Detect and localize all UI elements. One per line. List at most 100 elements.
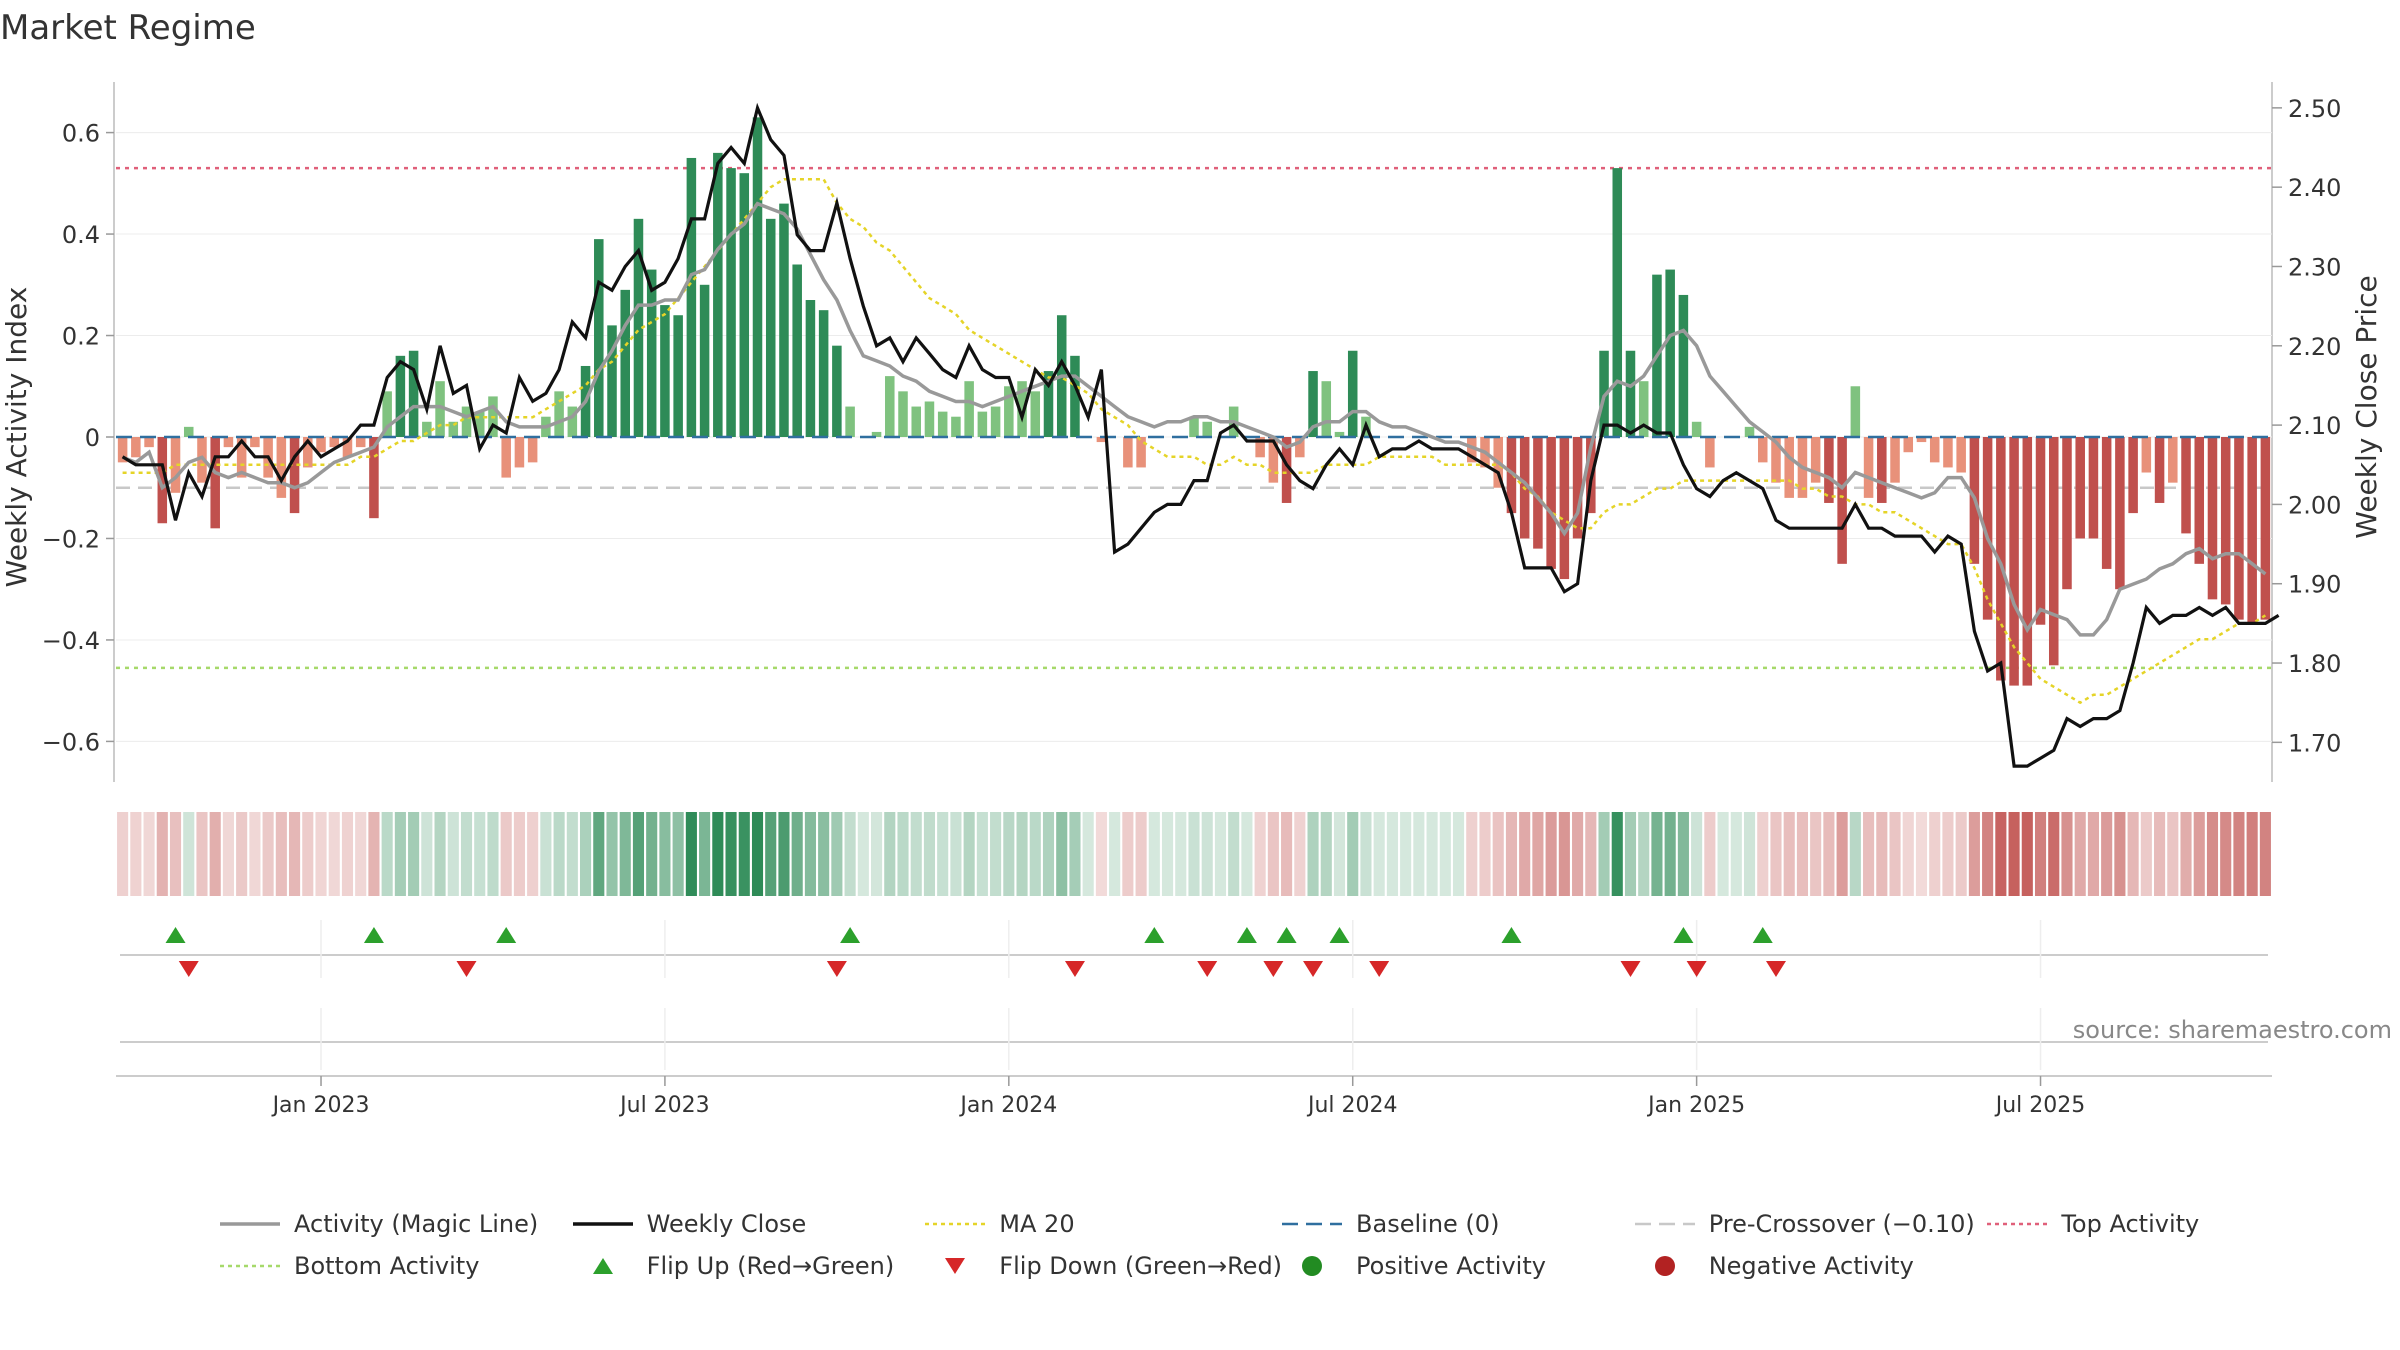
regime-cell: [1452, 812, 1465, 896]
activity-bar: [832, 345, 842, 437]
regime-cell: [1757, 812, 1769, 896]
activity-bar: [1744, 426, 1755, 437]
activity-bar: [1810, 437, 1821, 483]
flip-down-marker: [1369, 961, 1390, 977]
activity-bar: [170, 437, 181, 493]
legend-line-icon: [220, 1254, 280, 1278]
legend-label: Flip Up (Red→Green): [646, 1252, 895, 1280]
x-tick-label: Jul 2023: [618, 1093, 710, 1118]
legend-item: MA 20: [925, 1210, 1282, 1238]
regime-cell: [527, 812, 539, 896]
flip-down-marker: [1765, 961, 1786, 977]
x-tick-label: Jul 2024: [1306, 1093, 1398, 1118]
regime-cell: [619, 812, 631, 896]
regime-cell: [1783, 812, 1795, 896]
regime-cell: [1492, 812, 1504, 896]
legend-label: Top Activity: [2061, 1210, 2200, 1238]
regime-cell: [487, 812, 499, 896]
regime-cell: [1201, 812, 1213, 896]
x-tick-label: Jul 2025: [1994, 1093, 2086, 1118]
regime-cell: [1968, 812, 1980, 896]
activity-bar: [1665, 269, 1675, 437]
flip-up-marker: [840, 927, 861, 943]
legend-item: Pre-Crossover (−0.10): [1634, 1210, 1988, 1238]
regime-cell: [1413, 812, 1425, 896]
activity-bar: [594, 239, 604, 437]
activity-bar: [1916, 437, 1927, 443]
right-tick-label: 2.10: [2288, 412, 2341, 440]
regime-cell: [1214, 812, 1227, 896]
regime-cell: [2167, 812, 2179, 896]
regime-cell: [1267, 812, 1279, 896]
regime-cell: [1056, 812, 1068, 896]
regime-cell: [553, 812, 565, 896]
regime-cell: [1823, 812, 1835, 896]
regime-cell: [1135, 812, 1147, 896]
left-tick-label: 0: [85, 424, 100, 452]
regime-cell: [672, 812, 684, 896]
left-axis-label: Weekly Activity Index: [0, 287, 33, 588]
activity-bar: [792, 264, 802, 437]
legend-item: Bottom Activity: [220, 1252, 573, 1280]
flip-down-marker: [826, 961, 847, 977]
activity-bar: [1982, 437, 1993, 620]
right-tick-label: 2.30: [2288, 253, 2341, 281]
regime-cell: [117, 812, 129, 896]
legend-label: MA 20: [999, 1210, 1075, 1238]
legend-item: Activity (Magic Line): [220, 1210, 573, 1238]
legend-item: Top Activity: [1987, 1210, 2340, 1238]
activity-bar: [514, 437, 525, 468]
regime-cell: [923, 812, 936, 896]
flip-up-marker: [496, 927, 517, 943]
regime-cell: [2061, 812, 2073, 896]
activity-bar: [1625, 350, 1636, 437]
activity-bar: [144, 437, 154, 448]
legend-item: Negative Activity: [1635, 1252, 1988, 1280]
regime-cell: [355, 812, 367, 896]
regime-cell: [2101, 812, 2113, 896]
regime-cell: [236, 812, 248, 896]
regime-cell: [606, 812, 618, 896]
regime-cell: [818, 812, 830, 896]
regime-cell: [1426, 812, 1438, 896]
regime-cell: [169, 812, 182, 896]
regime-cell: [685, 812, 697, 896]
weekly-close-line: [121, 102, 2280, 768]
activity-bar: [937, 411, 948, 437]
regime-cell: [1095, 812, 1107, 896]
regime-cell: [1320, 812, 1332, 896]
legend-item: Flip Down (Green→Red): [925, 1252, 1282, 1280]
regime-cell: [857, 812, 869, 896]
regime-cell: [2140, 812, 2152, 896]
activity-bar: [2234, 437, 2244, 620]
regime-cell: [1254, 812, 1266, 896]
regime-cell: [222, 812, 234, 896]
activity-magic-line: [121, 201, 2267, 637]
activity-bar: [1506, 437, 1517, 514]
regime-cell: [381, 812, 393, 896]
regime-cell: [884, 812, 896, 896]
regime-cell: [1743, 812, 1756, 896]
market-regime-chart: 0.6 0.4 0.2 0 −0.2 −0.4 −0.6 2.50 2.40 2.30 2.20 2.…: [0, 82, 2383, 1118]
activity-bar: [461, 406, 472, 437]
right-axis-label: Weekly Close Price: [2350, 275, 2383, 538]
activity-bar: [382, 391, 392, 437]
activity-bar: [369, 437, 379, 519]
regime-cell: [1161, 812, 1174, 896]
activity-bar: [1123, 437, 1133, 468]
regime-cell: [421, 812, 433, 896]
regime-cell: [1439, 812, 1451, 896]
chart-legend: Activity (Magic Line) Weekly Close MA 20 Ba…: [220, 1210, 2340, 1280]
regime-cell: [1016, 812, 1028, 896]
x-tick-label: Jan 2025: [1646, 1093, 1745, 1118]
regime-cell: [831, 812, 843, 896]
activity-bar: [686, 157, 697, 438]
activity-bar: [1308, 371, 1318, 437]
activity-bar: [2101, 437, 2112, 569]
activity-bar: [329, 437, 340, 448]
activity-bar: [805, 300, 816, 437]
activity-bar: [236, 437, 247, 478]
activity-bar: [1850, 386, 1861, 437]
right-tick-label: 1.70: [2288, 729, 2341, 757]
legend-line-icon: [572, 1212, 633, 1236]
